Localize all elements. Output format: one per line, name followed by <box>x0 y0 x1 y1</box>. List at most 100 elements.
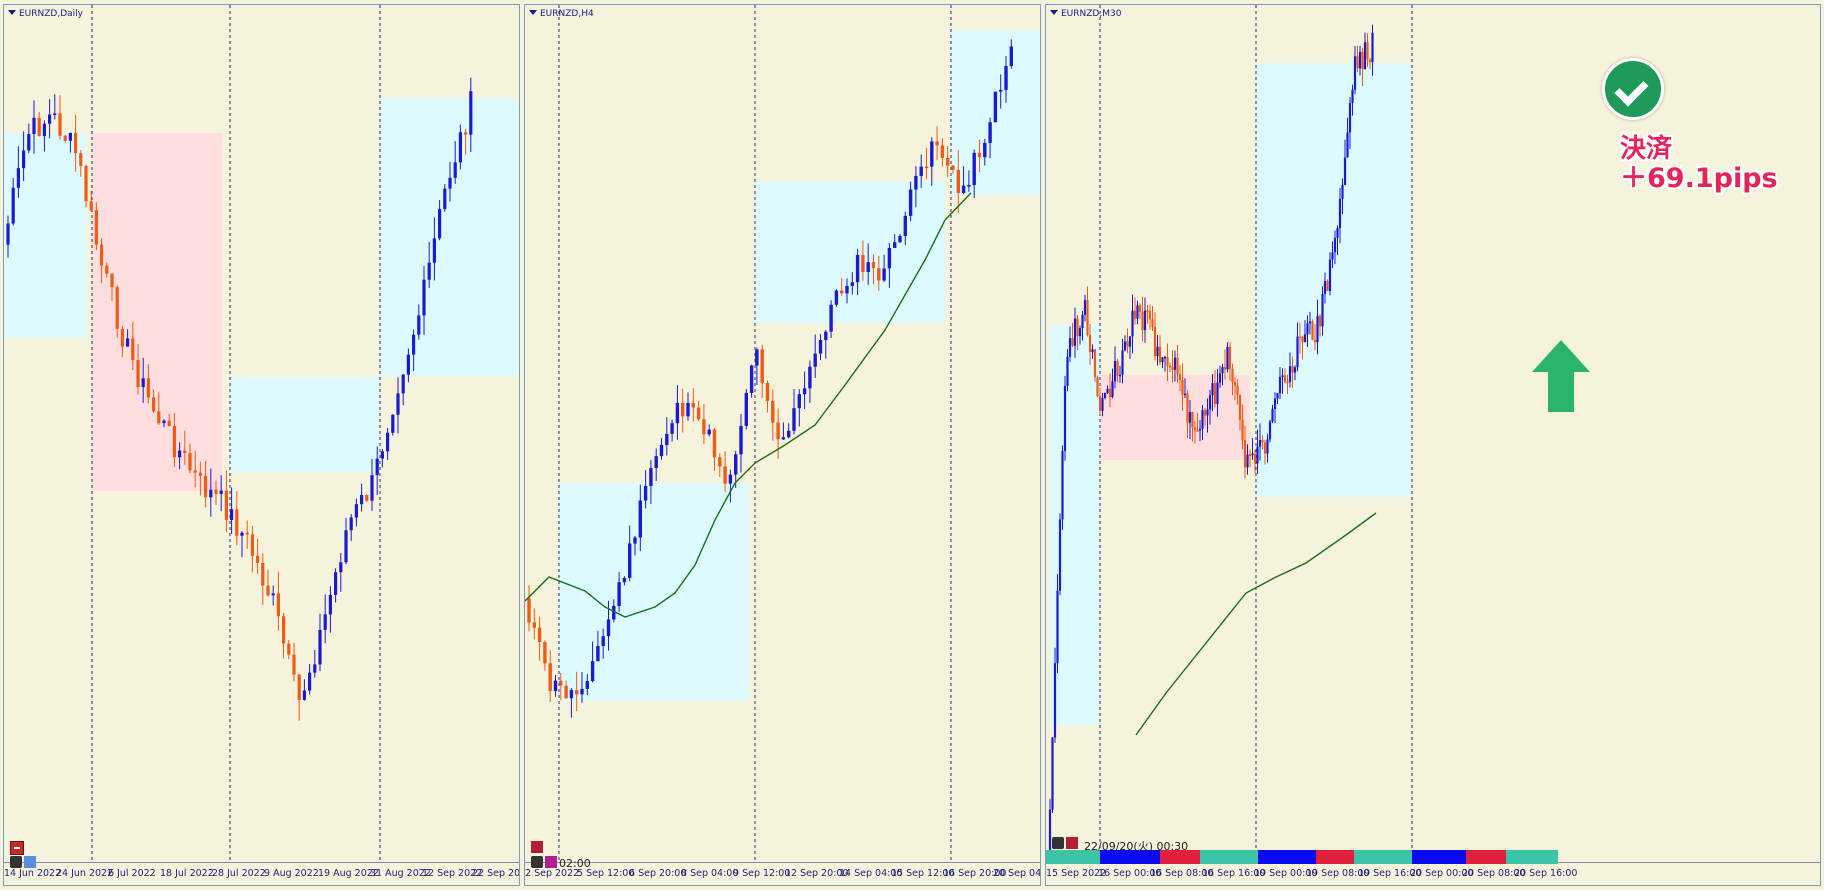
candle-body <box>1306 323 1309 335</box>
candle-body <box>765 382 770 401</box>
candle-body <box>935 141 939 146</box>
candle-body <box>1161 357 1164 363</box>
candle-body <box>1171 366 1174 370</box>
candle-body <box>749 365 754 393</box>
candle-body <box>1071 338 1074 346</box>
candle-body <box>1141 311 1144 331</box>
candle-body <box>1311 321 1314 340</box>
candle-body <box>564 685 568 699</box>
candle-body <box>877 268 881 281</box>
moving-average-line <box>525 192 972 618</box>
price-plot-daily[interactable] <box>4 5 520 863</box>
candle-body <box>638 500 642 538</box>
lock-icon[interactable] <box>10 856 22 868</box>
candle-body <box>665 433 669 445</box>
candle-body <box>1128 336 1132 347</box>
candle-body <box>1336 228 1339 238</box>
time-tick: 20 Sep 00:00 <box>1410 868 1474 879</box>
candle-body <box>27 134 31 151</box>
candle-body <box>914 175 918 190</box>
candle-body <box>193 470 197 473</box>
candle-body <box>1266 439 1269 454</box>
candle-body <box>1366 42 1369 60</box>
candle-body <box>240 532 244 536</box>
candle-body <box>946 157 950 166</box>
candle-body <box>412 334 416 355</box>
candle-body <box>771 400 775 423</box>
time-tick: 12 Sep 2022 <box>422 868 483 879</box>
candle-body <box>1103 392 1107 398</box>
candle-body <box>1068 338 1072 357</box>
candle-body <box>146 378 150 398</box>
candle-body <box>42 123 46 137</box>
time-tick: 8 Sep 04:00 <box>681 868 739 879</box>
shift-icon[interactable] <box>24 856 36 868</box>
candle-body <box>1123 341 1127 351</box>
time-tick: 14 Sep 04:00 <box>839 868 903 879</box>
candle-body <box>1326 280 1329 291</box>
candle-body <box>824 331 828 340</box>
candle-body <box>287 643 291 655</box>
candle-body <box>1343 157 1347 186</box>
candle-body <box>1166 356 1169 366</box>
range-box <box>1100 375 1250 460</box>
candle-body <box>453 162 457 178</box>
range-box <box>755 181 945 323</box>
candle-body <box>349 517 353 531</box>
candle-body <box>1203 410 1207 416</box>
candle-body <box>1351 89 1354 103</box>
candle-body <box>1183 393 1187 396</box>
time-tick: 31 Aug 2022 <box>370 868 431 879</box>
candle-body <box>1318 315 1322 327</box>
candle-body <box>654 456 658 469</box>
candle-body <box>458 132 462 163</box>
candle-body <box>1061 451 1064 520</box>
dropdown-triangle-icon[interactable] <box>8 10 16 15</box>
candle-body <box>1353 56 1357 90</box>
candle-body <box>131 338 135 361</box>
candle-body <box>432 238 436 263</box>
chart-panel-h4[interactable]: EURNZD,H4 02:00 2 Sep 2022 5 Sep 12:00 6… <box>524 4 1041 886</box>
candle-body <box>1111 381 1114 398</box>
time-tick: 16 Sep 08:00 <box>1150 868 1214 879</box>
chart-panel-m30[interactable]: EURNZD,M30 22/09/20(火) 00:30 15 Sep 2022… <box>1045 4 1821 886</box>
candle-body <box>1116 361 1119 376</box>
candle-body <box>250 534 254 556</box>
shift-icon[interactable] <box>545 856 557 868</box>
dropdown-triangle-icon[interactable] <box>1050 10 1058 15</box>
range-box <box>559 483 749 701</box>
lock-icon[interactable] <box>1052 837 1064 849</box>
chart-panel-daily[interactable]: EURNZD,Daily 14 Jun 2022 24 Jun 2022 6 J… <box>3 4 520 886</box>
candle-body <box>1211 383 1214 396</box>
chart-symbol-label: EURNZD,H4 <box>540 9 594 19</box>
candle-body <box>1268 421 1272 440</box>
candle-body <box>1278 376 1282 394</box>
candle-body <box>1009 46 1013 67</box>
price-plot-h4[interactable] <box>525 5 1041 863</box>
settlement-annotation: 決済 ＋69.1pips <box>1620 134 1778 194</box>
candle-body <box>94 210 98 245</box>
candle-body <box>781 437 786 440</box>
lock-icon[interactable] <box>531 856 543 868</box>
minimize-icon[interactable] <box>10 841 24 855</box>
candle-body <box>1286 381 1289 384</box>
candle-body <box>1231 368 1234 383</box>
candle-body <box>214 489 218 494</box>
minimize-icon[interactable] <box>1066 837 1078 849</box>
candle-body <box>63 135 67 141</box>
candle-body <box>443 188 447 210</box>
candle-body <box>391 414 395 433</box>
candle-body <box>448 177 452 189</box>
minimize-icon[interactable] <box>531 841 543 853</box>
check-circle-icon <box>1602 58 1664 120</box>
candle-body <box>893 242 897 248</box>
candle-body <box>1288 366 1292 383</box>
chart-symbol-label: EURNZD,M30 <box>1061 9 1122 19</box>
candle-body <box>760 349 764 383</box>
candle-body <box>930 141 934 167</box>
candle-body <box>1276 393 1279 399</box>
candle-body <box>808 366 812 389</box>
dropdown-triangle-icon[interactable] <box>529 10 537 15</box>
price-plot-m30[interactable] <box>1046 5 1821 863</box>
candle-body <box>282 616 286 644</box>
